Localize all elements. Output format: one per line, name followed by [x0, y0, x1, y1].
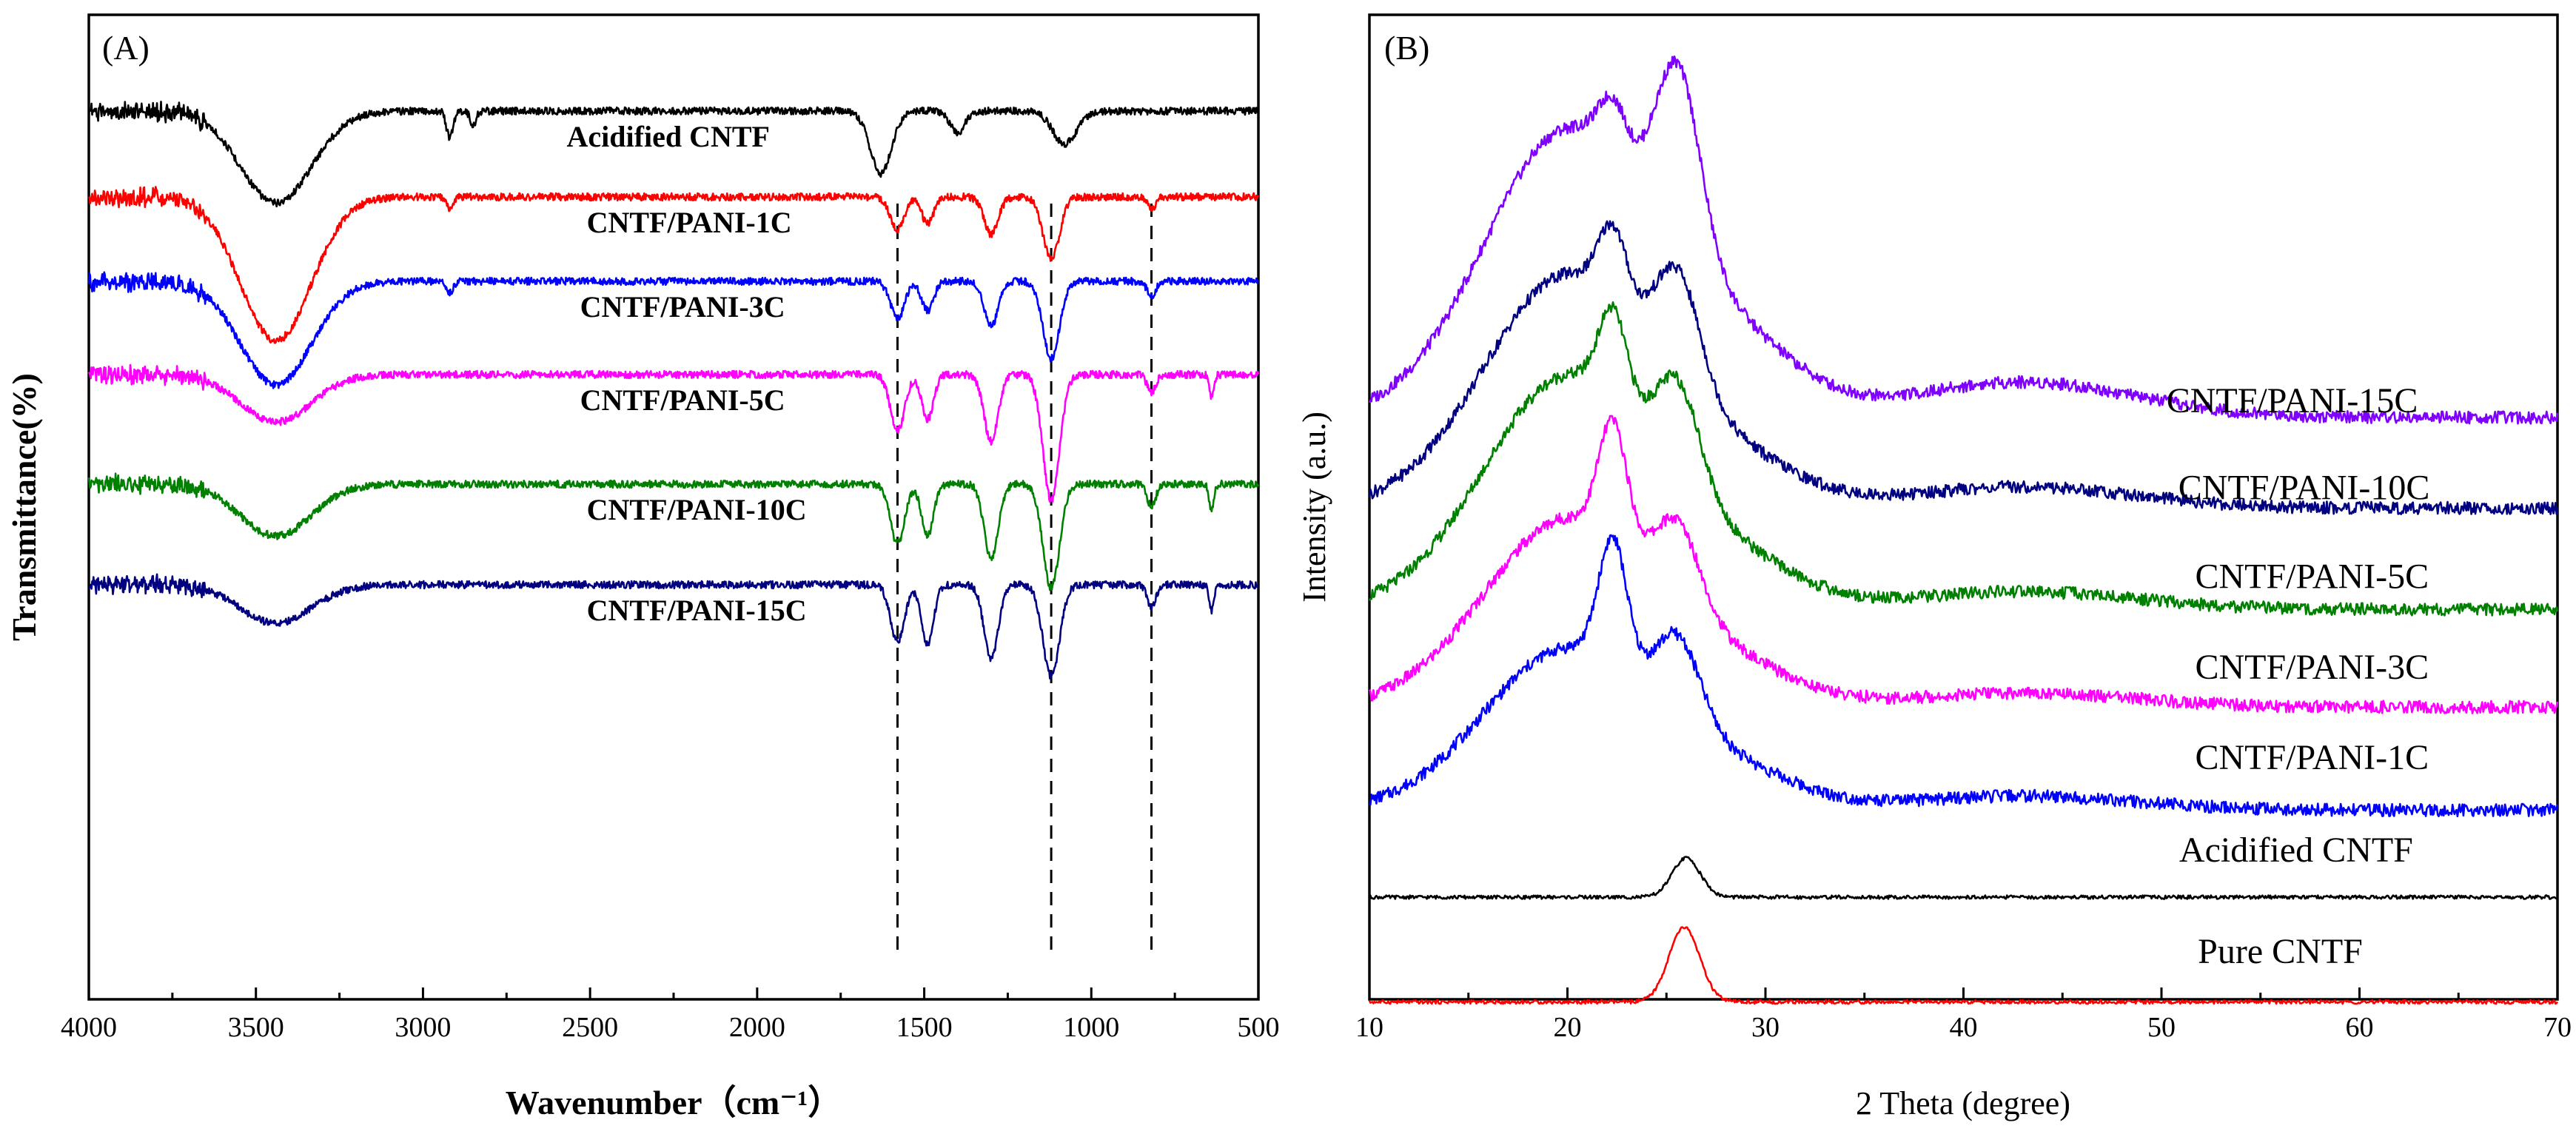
panel-b-curve-label: CNTF/PANI-15C [2167, 381, 2418, 420]
panel-a-curve-label: CNTF/PANI-5C [580, 383, 785, 417]
panel-a-x-tick-label: 2000 [729, 1012, 785, 1043]
panel-b-x-ticks: 10 20 30 40 50 60 70 [1355, 987, 2572, 1043]
panel-a-trace [87, 186, 1260, 344]
panel-a-x-tick-label: 3000 [395, 1012, 451, 1043]
panel-b-curve-label: CNTF/PANI-10C [2178, 468, 2430, 507]
panel-b-trace [1368, 56, 2559, 425]
panel-a-x-tick-label: 1500 [896, 1012, 953, 1043]
panel-a-trace [87, 472, 1260, 591]
panel-b-trace [1368, 220, 2559, 515]
panel-a-x-tick-label: 3500 [228, 1012, 284, 1043]
panel-b-curve-label: CNTF/PANI-5C [2195, 557, 2429, 596]
panel-b-curve-label: Acidified CNTF [2179, 831, 2413, 870]
panel-b-x-tick-label: 70 [2543, 1012, 2572, 1043]
panel-a-x-tick-label: 2500 [562, 1012, 618, 1043]
panel-b-x-tick-label: 60 [2346, 1012, 2374, 1043]
panel-a-x-tick-label: 500 [1238, 1012, 1280, 1043]
panel-a-x-axis-title: Wavenumber（cm⁻¹） [506, 1084, 842, 1121]
panel-b-x-tick-label: 50 [2147, 1012, 2176, 1043]
panel-b-curve-label: CNTF/PANI-1C [2195, 738, 2429, 777]
panel-b-x-tick-label: 20 [1554, 1012, 1582, 1043]
panel-a-y-axis-title: Transmittance(%) [5, 373, 43, 641]
panel-a-curve-label: CNTF/PANI-1C [587, 206, 792, 239]
panel-a-trace [87, 573, 1259, 680]
panel-a-traces [87, 101, 1260, 680]
panel-a-curve-label: CNTF/PANI-15C [587, 594, 807, 627]
panel-a-x-tick-label: 4000 [61, 1012, 117, 1043]
panel-a-label: (A) [102, 29, 150, 67]
panel-a-trace [87, 271, 1260, 389]
panel-a: (A) 4000 3500 3000 2500 2000 1500 1000 500 Acid… [5, 13, 1280, 1121]
panel-b-x-tick-label: 10 [1355, 1012, 1383, 1043]
panel-b-x-axis-title: 2 Theta (degree) [1856, 1085, 2070, 1121]
panel-b-trace [1368, 856, 2558, 900]
panel-a-curve-label: Acidified CNTF [567, 120, 770, 153]
panel-a-x-ticks: 4000 3500 3000 2500 2000 1500 1000 500 [61, 987, 1280, 1043]
panel-b-curve-labels: CNTF/PANI-15C CNTF/PANI-10C CNTF/PANI-5C CN… [2167, 381, 2430, 971]
panel-b-x-tick-label: 30 [1751, 1012, 1780, 1043]
panel-a-curve-label: CNTF/PANI-3C [580, 290, 785, 323]
panel-a-x-tick-label: 1000 [1063, 1012, 1119, 1043]
panel-b-y-axis-title: Intensity (a.u.) [1296, 412, 1332, 603]
panel-a-trace [87, 363, 1260, 503]
panel-b-trace [1368, 301, 2559, 617]
panel-b-label: (B) [1384, 29, 1429, 67]
panel-a-curve-label: CNTF/PANI-10C [587, 493, 807, 526]
panel-b-curve-label: CNTF/PANI-3C [2195, 648, 2429, 687]
panel-b: (B) 10 20 30 40 50 60 70 CNTF/PANI-15CCNTF/PAN… [1296, 13, 2572, 1121]
panel-b-trace [1368, 415, 2559, 714]
panel-b-curve-label: Pure CNTF [2198, 932, 2363, 971]
panel-b-trace [1368, 926, 2559, 1005]
panel-b-traces [1368, 56, 2559, 1005]
panel-a-curve-labels: Acidified CNTF CNTF/PANI-1C CNTF/PANI-3C CN… [567, 120, 807, 627]
panel-b-x-tick-label: 40 [1950, 1012, 1978, 1043]
panel-b-trace [1369, 534, 2559, 818]
panel-a-trace [87, 101, 1260, 208]
panel-a-reference-lines [896, 204, 1153, 951]
